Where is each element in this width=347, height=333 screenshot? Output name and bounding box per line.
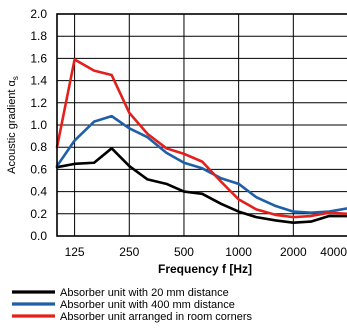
y-tick-label: 1.0 [30,118,47,132]
y-tick-label: 1.2 [30,96,47,110]
series-layer [55,58,347,224]
y-axis-title-subscript: s [11,76,20,80]
legend-label-1: Absorber unit with 20 mm distance [60,287,229,299]
y-axis-title: Acoustic gradient αs [6,76,20,174]
y-tick-label: 0.6 [30,162,47,176]
y-tick-label: 0.2 [30,207,47,221]
x-tick-label: 1000 [225,245,252,259]
series-line-3 [55,58,347,219]
x-tick-label: 4000 [320,245,347,259]
y-tick-label: 0.0 [30,229,47,243]
grid-layer [57,14,347,236]
y-tick-label: 0.4 [30,185,47,199]
legend: Absorber unit with 20 mm distanceAbsorbe… [12,287,252,323]
y-tick-label: 1.4 [30,74,47,88]
x-tick-label: 500 [174,245,194,259]
legend-label-3: Absorber unit arranged in room corners [60,311,252,323]
x-tick-label: 2000 [280,245,307,259]
y-tick-label: 1.6 [30,51,47,65]
legend-label-2: Absorber unit with 400 mm distance [60,299,235,311]
tick-layer: 0.0 0.2 0.4 0.6 0.8 1.0 1.2 1.4 1.6 1.8 2.0 125 250 5… [30,7,347,259]
y-tick-label: 1.8 [30,29,47,43]
x-tick-label: 125 [65,245,85,259]
series-line-1 [55,147,347,224]
x-axis-title: Frequency f [Hz] [158,262,252,276]
series-line-2 [55,114,347,214]
y-axis-title-main: Acoustic gradient α [6,79,18,173]
x-tick-label: 250 [119,245,139,259]
y-tick-label: 2.0 [30,7,47,21]
plot-frame [56,13,347,237]
y-tick-label: 0.8 [30,140,47,154]
